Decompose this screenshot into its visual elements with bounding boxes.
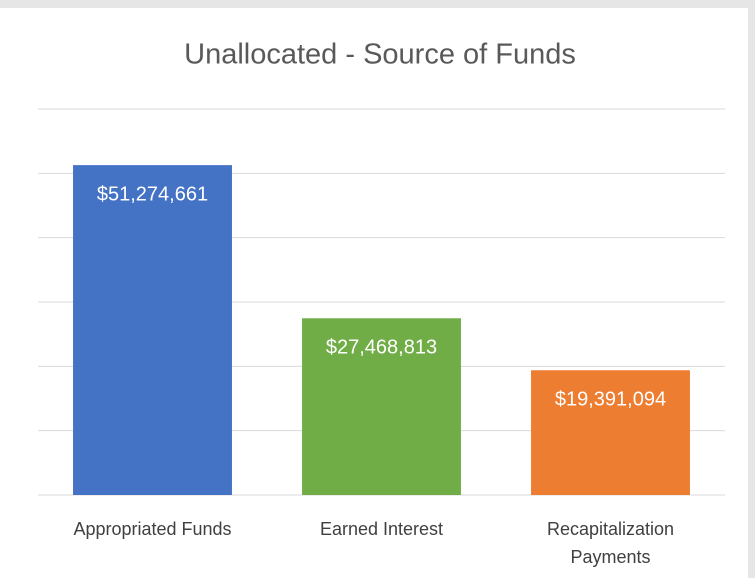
data-label: $51,274,661 [97, 183, 208, 205]
data-label: $27,468,813 [326, 337, 437, 359]
x-tick-label: Earned Interest [319, 519, 444, 539]
x-tick-label: Appropriated Funds [73, 519, 232, 539]
bar [302, 318, 461, 495]
chart-title: Unallocated - Source of Funds [184, 39, 576, 71]
data-label: $19,391,094 [555, 389, 666, 411]
x-tick-label: Recapitalization Payments [546, 519, 675, 567]
bar [531, 370, 690, 495]
chart-panel: Unallocated - Source of Funds $51,274,66… [0, 8, 748, 578]
chart: Unallocated - Source of Funds $51,274,66… [38, 39, 725, 496]
bar [73, 165, 232, 496]
